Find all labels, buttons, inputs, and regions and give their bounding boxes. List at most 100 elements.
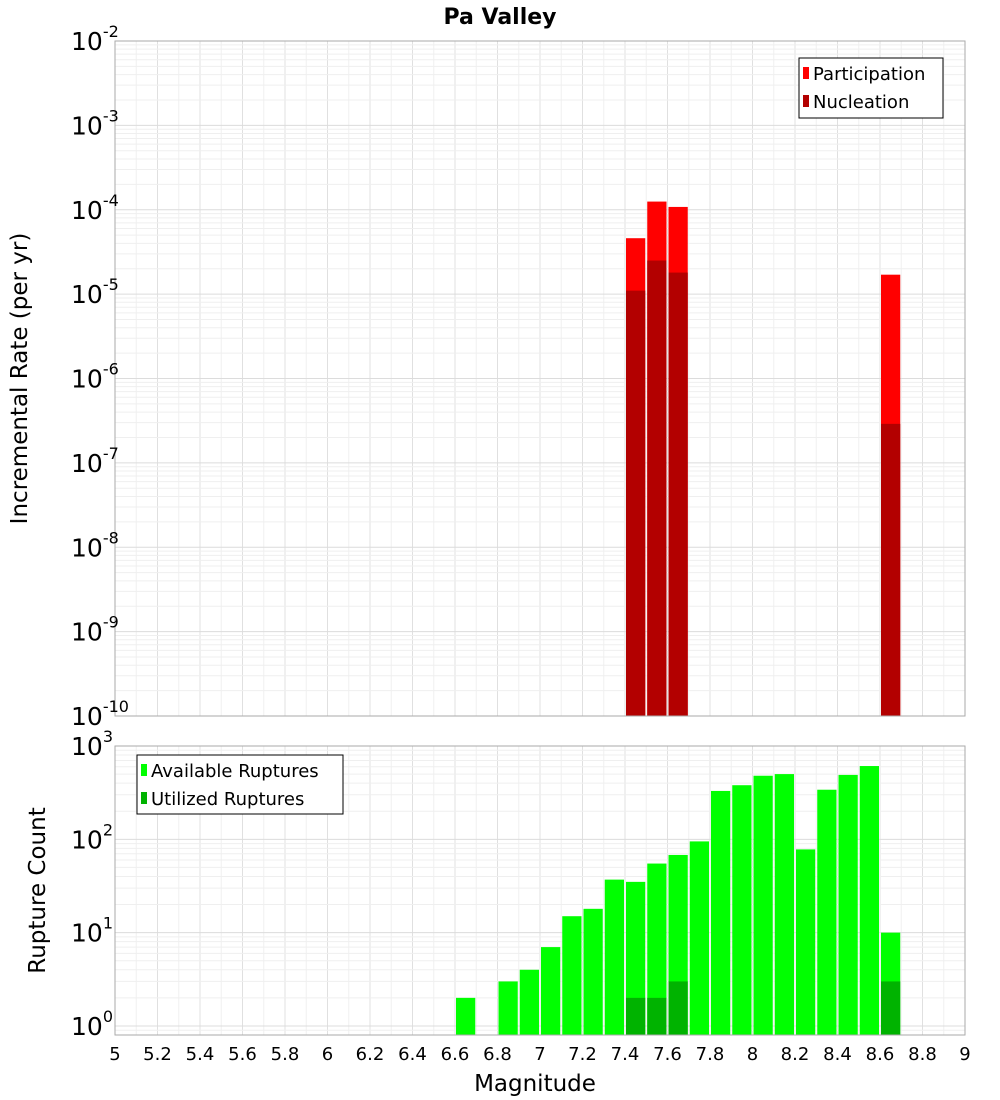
y-tick-label: 101	[71, 914, 113, 948]
bar	[668, 272, 688, 716]
y-tick-label: 10-5	[71, 275, 119, 309]
bar	[881, 981, 901, 1035]
y-tick-exponent: 0	[103, 1007, 113, 1026]
bar	[562, 916, 582, 1035]
y-tick-base: 10	[71, 533, 103, 562]
x-tick-label: 8.4	[823, 1044, 852, 1065]
series-utilized-ruptures	[626, 981, 901, 1035]
y-tick-base: 10	[71, 280, 103, 309]
x-tick-label: 7.6	[653, 1044, 682, 1065]
x-tick-label: 8.2	[781, 1044, 810, 1065]
y-tick-base: 10	[71, 111, 103, 140]
y-tick-label: 10-9	[71, 613, 119, 647]
y-axis-label: Incremental Rate (per yr)	[7, 233, 33, 525]
chart-title: Pa Valley	[443, 5, 556, 30]
series-available-ruptures	[456, 766, 901, 1035]
legend-box	[136, 754, 344, 815]
y-tick-label: 10-8	[71, 528, 119, 562]
y-tick-label: 100	[71, 1007, 113, 1041]
x-tick-label: 8	[747, 1044, 758, 1065]
y-tick-label: 10-3	[71, 106, 119, 140]
y-tick-base: 10	[71, 196, 103, 225]
x-tick-labels: 5 5.2 5.4 5.6 5.8 6 6.2 6.4 6.6 6.8 7 7.2 7.4 7.6 7.8 8…	[109, 1044, 970, 1065]
x-tick-label: 8.6	[866, 1044, 895, 1065]
y-tick-base: 10	[71, 919, 103, 948]
bar	[817, 789, 837, 1035]
y-tick-exponent: 2	[103, 820, 113, 839]
bar	[626, 290, 646, 716]
bar	[732, 785, 752, 1035]
y-tick-exponent: -6	[103, 360, 119, 379]
y-tick-exponent: -5	[103, 275, 119, 294]
bar	[647, 997, 667, 1035]
legend-box	[798, 57, 944, 119]
legend-label: Participation	[813, 64, 925, 85]
bar	[711, 790, 731, 1035]
x-tick-label: 9	[959, 1044, 970, 1065]
x-tick-label: 7.2	[568, 1044, 597, 1065]
y-tick-exponent: -3	[103, 106, 119, 125]
legend: Available Ruptures Utilized Ruptures	[136, 754, 344, 815]
bar	[498, 981, 518, 1035]
y-tick-base: 10	[71, 702, 103, 731]
x-tick-label: 5.6	[228, 1044, 257, 1065]
bar	[668, 981, 688, 1035]
y-tick-exponent: -4	[103, 191, 119, 210]
legend-swatch	[803, 67, 809, 79]
bar	[774, 774, 794, 1035]
x-tick-label: 8.8	[908, 1044, 937, 1065]
legend-label: Utilized Ruptures	[151, 789, 304, 810]
bar	[541, 947, 561, 1035]
y-tick-base: 10	[71, 365, 103, 394]
y-tick-label: 10-7	[71, 444, 119, 478]
y-tick-exponent: -8	[103, 528, 119, 547]
bar	[838, 774, 858, 1035]
y-tick-label: 10-6	[71, 360, 119, 394]
legend-swatch	[141, 792, 147, 804]
y-tick-exponent: 1	[103, 914, 113, 933]
bar	[753, 775, 773, 1035]
legend-label: Available Ruptures	[151, 761, 319, 782]
legend: Participation Nucleation	[798, 57, 944, 119]
legend-label: Nucleation	[813, 92, 909, 113]
x-axis-label: Magnitude	[474, 1071, 596, 1097]
x-tick-label: 6.2	[356, 1044, 385, 1065]
y-tick-exponent: 3	[103, 727, 113, 746]
plot-frame	[114, 745, 966, 1036]
y-tick-exponent: -9	[103, 613, 119, 632]
y-tick-base: 10	[71, 618, 103, 647]
bar	[583, 908, 603, 1035]
panel-incremental-rate: 10-1010-910-810-710-610-510-410-310-2Inc…	[7, 5, 966, 731]
bar	[859, 766, 879, 1035]
grid	[114, 41, 966, 717]
x-tick-label: 5.4	[186, 1044, 215, 1065]
x-tick-label: 7	[534, 1044, 545, 1065]
y-tick-exponent: -10	[103, 697, 129, 716]
y-tick-label: 10-10	[71, 697, 129, 731]
bar	[456, 997, 476, 1035]
bar	[881, 423, 901, 716]
bar	[647, 863, 667, 1035]
bar	[519, 969, 539, 1035]
y-tick-exponent: -7	[103, 444, 119, 463]
bar	[796, 849, 816, 1035]
x-tick-label: 6	[322, 1044, 333, 1065]
x-tick-label: 7.8	[696, 1044, 725, 1065]
y-tick-base: 10	[71, 1012, 103, 1041]
x-tick-label: 5	[109, 1044, 120, 1065]
y-tick-label: 102	[71, 820, 113, 854]
y-tick-base: 10	[71, 825, 103, 854]
x-tick-label: 5.2	[143, 1044, 172, 1065]
bar	[626, 997, 646, 1035]
bar	[689, 841, 709, 1035]
legend-swatch	[803, 95, 809, 107]
bar	[647, 260, 667, 716]
x-tick-label: 7.4	[611, 1044, 640, 1065]
plot-frame	[114, 40, 966, 717]
y-tick-base: 10	[71, 27, 103, 56]
x-tick-label: 5.8	[271, 1044, 300, 1065]
y-tick-label: 10-2	[71, 22, 119, 56]
